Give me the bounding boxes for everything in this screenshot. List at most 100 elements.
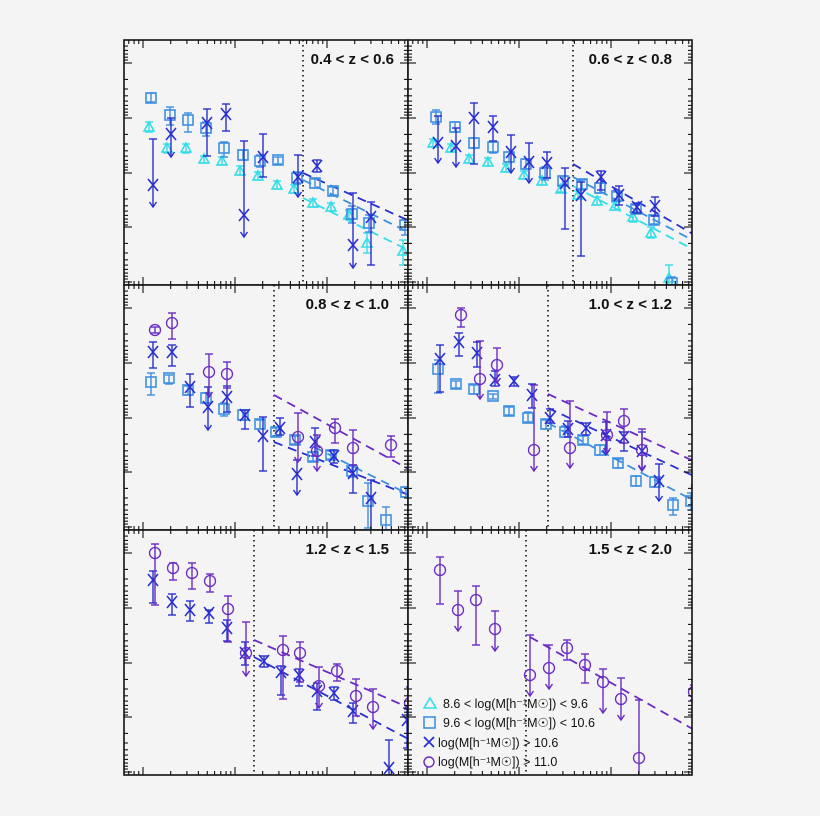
data-point-cross — [239, 408, 251, 430]
data-point-square — [327, 185, 339, 197]
data-point-circle — [635, 428, 649, 472]
plot-area — [408, 40, 692, 285]
data-point-cross — [365, 201, 377, 266]
cross-marker-icon — [423, 736, 435, 748]
data-point-circle — [596, 668, 610, 715]
data-point-cross — [257, 133, 269, 178]
ticks — [408, 530, 692, 775]
data-point-cross — [275, 665, 287, 696]
triangle-marker-icon — [422, 696, 438, 709]
data-point-circle — [165, 312, 179, 340]
data-point-cross — [487, 115, 499, 142]
panel-title-5: 1.2 < z < 1.5 — [306, 541, 389, 558]
data-point-cross — [575, 181, 587, 257]
plot-area — [124, 530, 408, 775]
fit-line-triangle — [302, 197, 408, 252]
ticks — [124, 285, 408, 530]
data-point-square — [182, 112, 194, 133]
data-point-cross — [347, 192, 359, 270]
data-point-circle — [310, 434, 324, 473]
data-point-circle — [384, 435, 398, 458]
data-point-circle — [239, 621, 253, 678]
data-point-square — [145, 372, 157, 396]
data-point-cross — [328, 686, 340, 701]
data-point-circle — [563, 400, 577, 470]
data-point-triangle — [287, 182, 301, 194]
panel-1 — [123, 39, 409, 286]
data-point-cross — [293, 668, 305, 687]
data-point-cross — [274, 417, 286, 436]
data-point-circle — [148, 323, 162, 337]
data-point-circle — [203, 573, 217, 593]
plot-area — [408, 285, 692, 530]
data-point-triangle — [590, 194, 604, 206]
data-point-circle — [614, 677, 628, 722]
data-point-cross — [453, 332, 465, 357]
circle-marker-icon — [423, 756, 435, 768]
data-point-circle — [185, 562, 199, 590]
data-point-circle — [328, 418, 342, 444]
data-point-square — [450, 378, 462, 390]
data-point-square — [237, 149, 249, 161]
data-point-cross — [653, 463, 665, 503]
data-point-cross — [184, 373, 196, 408]
data-point-circle — [221, 595, 235, 643]
legend-item-cross: log(M[h⁻¹M☉]) > 10.6 — [423, 736, 558, 750]
legend-label-triangle: 8.6 < log(M[h⁻¹M☉]) < 9.6 — [443, 697, 588, 711]
plot-area — [124, 40, 408, 285]
data-point-cross — [311, 159, 323, 173]
panel-5 — [123, 529, 409, 776]
data-point-cross — [328, 449, 340, 464]
data-point-cross — [468, 102, 480, 165]
data-point-cross — [201, 108, 213, 157]
ticks — [124, 40, 408, 285]
fit-line-circle — [547, 393, 692, 462]
data-point-triangle — [142, 120, 156, 133]
data-point-cross — [434, 344, 446, 393]
data-point-square — [612, 457, 624, 469]
data-point-triangle — [499, 161, 513, 173]
panel-title-2: 0.6 < z < 0.8 — [589, 51, 672, 68]
data-point-circle — [202, 353, 216, 399]
data-point-circle — [490, 347, 504, 385]
ticks — [124, 530, 408, 775]
panel-title-4: 1.0 < z < 1.2 — [589, 296, 672, 313]
data-point-cross — [595, 170, 607, 191]
data-point-square — [630, 475, 642, 487]
data-point-square — [380, 506, 392, 530]
data-point-square — [145, 92, 157, 104]
data-point-circle — [617, 408, 631, 444]
data-point-square — [164, 106, 176, 126]
data-point-triangle — [644, 226, 658, 239]
data-point-circle — [578, 653, 592, 684]
data-point-cross — [147, 138, 159, 209]
data-point-cross — [258, 654, 270, 668]
data-point-cross — [365, 479, 377, 530]
data-point-circle — [346, 429, 360, 466]
data-point-cross — [221, 619, 233, 642]
ticks — [408, 285, 692, 530]
data-point-triangle — [160, 141, 174, 154]
fit-line-square — [572, 176, 692, 241]
data-point-circle — [473, 340, 487, 401]
data-point-cross — [541, 151, 553, 179]
data-point-square — [309, 177, 321, 189]
data-point-circle — [560, 639, 574, 661]
data-point-square — [272, 154, 284, 166]
data-point-cross — [166, 593, 178, 616]
data-point-circle — [220, 361, 234, 389]
data-point-cross — [147, 341, 159, 369]
data-point-circle — [433, 556, 447, 605]
data-point-circle — [451, 590, 465, 633]
legend: 8.6 < log(M[h⁻¹M☉]) < 9.6 9.6 < log(M[h⁻… — [422, 696, 595, 769]
data-point-triangle — [251, 169, 265, 181]
fit-line-cross — [302, 172, 408, 222]
data-point-cross — [613, 185, 625, 206]
data-point-square — [449, 121, 461, 133]
data-point-square — [522, 411, 534, 424]
data-point-circle — [293, 641, 307, 683]
axes-frame — [407, 529, 693, 776]
panel-grid — [123, 39, 693, 776]
data-point-circle — [148, 543, 162, 606]
